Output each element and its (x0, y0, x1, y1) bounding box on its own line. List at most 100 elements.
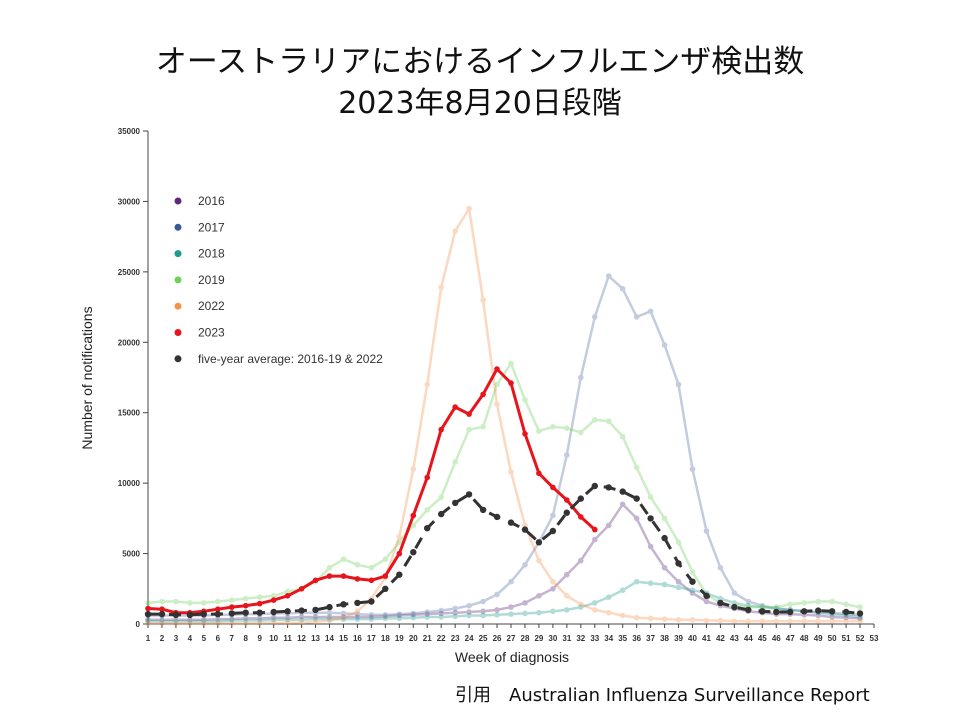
data-point (578, 514, 584, 520)
data-point (689, 590, 696, 596)
data-point (298, 614, 305, 620)
data-point (242, 615, 249, 622)
data-point (452, 228, 459, 234)
data-point (843, 601, 849, 608)
data-point (689, 617, 696, 623)
data-point (745, 618, 752, 624)
data-point (592, 607, 598, 613)
data-point (214, 610, 221, 618)
data-point (368, 612, 375, 618)
data-point (284, 619, 291, 626)
data-point (703, 528, 710, 534)
data-point (675, 584, 682, 591)
data-point (773, 608, 780, 616)
data-point (563, 509, 570, 516)
data-point (828, 608, 836, 615)
data-point (605, 594, 612, 600)
data-point (578, 374, 584, 381)
x-tick-label: 45 (758, 634, 767, 643)
data-point (187, 620, 193, 627)
data-point (159, 598, 165, 605)
data-point (857, 604, 863, 610)
series-five-year-average-2016-19-2022 (144, 482, 864, 618)
data-point (564, 452, 570, 458)
data-point (465, 491, 473, 498)
data-point (703, 617, 710, 624)
series-line (148, 484, 861, 617)
data-point (368, 598, 375, 605)
series-line (148, 580, 861, 623)
data-point (842, 608, 850, 616)
data-point (256, 594, 263, 600)
legend-item: 2019 (174, 273, 225, 287)
data-point (340, 614, 347, 621)
y-tick-label: 5000 (122, 550, 140, 559)
x-tick-label: 8 (244, 634, 249, 643)
data-point (856, 610, 864, 617)
data-point (633, 464, 640, 471)
data-point (158, 610, 166, 618)
legend-marker (174, 276, 182, 284)
data-point (270, 597, 277, 603)
data-point (410, 610, 417, 617)
data-point (633, 614, 640, 621)
data-point (787, 601, 793, 608)
data-point (312, 577, 319, 584)
data-point (368, 614, 375, 620)
x-tick-label: 39 (674, 634, 683, 643)
data-point (382, 613, 389, 620)
y-axis-label: Number of notifications (79, 306, 95, 449)
data-point (242, 609, 249, 616)
data-point (159, 618, 165, 624)
data-point (815, 612, 821, 619)
x-tick-label: 33 (590, 634, 599, 643)
x-tick-label: 36 (632, 634, 641, 643)
data-point (229, 597, 235, 603)
data-point (633, 495, 640, 502)
legend-label: 2016 (198, 194, 225, 208)
x-tick-label: 53 (870, 634, 879, 643)
data-point (829, 598, 835, 605)
data-point (145, 600, 151, 606)
x-tick-label: 28 (521, 634, 530, 643)
data-point (536, 470, 542, 477)
data-point (773, 618, 780, 624)
x-tick-label: 20 (409, 634, 418, 643)
data-point (201, 620, 207, 627)
y-tick-label: 20000 (118, 338, 141, 347)
data-point (480, 608, 486, 615)
x-tick-label: 44 (744, 634, 753, 643)
data-point (522, 562, 528, 568)
data-point (466, 612, 472, 619)
x-tick-label: 29 (534, 634, 543, 643)
data-point (326, 573, 333, 579)
data-point (410, 512, 417, 519)
x-tick-label: 31 (562, 634, 571, 643)
data-point (438, 284, 445, 291)
data-point (326, 603, 333, 611)
data-point (493, 513, 501, 521)
data-point (298, 607, 305, 614)
data-point (689, 466, 696, 472)
legend-marker (174, 223, 182, 231)
data-point (815, 607, 822, 614)
data-point (522, 610, 528, 617)
legend-label: 2019 (198, 273, 225, 287)
data-point (592, 600, 598, 606)
data-point (452, 613, 459, 620)
data-point (494, 401, 500, 408)
data-point (326, 564, 333, 571)
legend-marker (174, 197, 182, 205)
data-point (857, 615, 863, 622)
x-tick-label: 4 (188, 634, 193, 643)
data-point (368, 577, 375, 584)
data-point (410, 522, 417, 529)
citation: 引用 Australian Influenza Surveillance Rep… (455, 685, 870, 706)
data-point (215, 620, 221, 627)
data-point (354, 599, 361, 607)
data-point (410, 614, 417, 621)
data-point (829, 614, 835, 620)
x-tick-label: 12 (297, 634, 306, 643)
data-point (494, 607, 500, 613)
legend-item: 2017 (174, 220, 225, 234)
